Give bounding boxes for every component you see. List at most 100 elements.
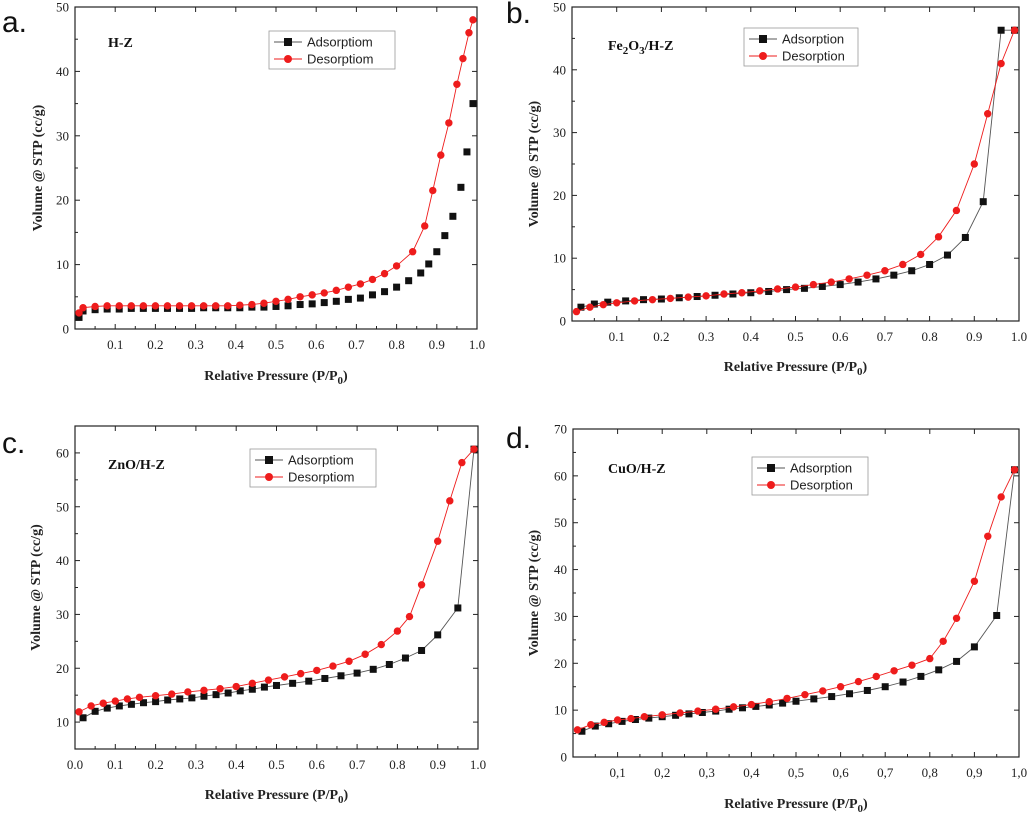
data-point bbox=[260, 299, 268, 307]
data-point bbox=[392, 262, 401, 270]
data-point bbox=[828, 693, 836, 701]
y-tick-label: 0 bbox=[560, 314, 567, 329]
data-point bbox=[79, 304, 87, 312]
data-point bbox=[272, 302, 280, 310]
data-point bbox=[809, 280, 818, 289]
data-point bbox=[846, 690, 854, 698]
x-tick-label: 0.9 bbox=[429, 337, 445, 352]
y-tick-label: 10 bbox=[56, 715, 69, 730]
x-tick-label: 0,9 bbox=[966, 765, 982, 780]
data-point bbox=[99, 699, 107, 707]
data-point bbox=[320, 299, 328, 307]
legend: Adsorptiom Desorptiom bbox=[249, 448, 377, 488]
data-point bbox=[152, 698, 160, 706]
x-tick-label: 0.4 bbox=[228, 337, 245, 352]
data-point bbox=[997, 493, 1005, 501]
chart-panel-3: c. 0.0 0.1 0.2 0.3 0.4 0.5 0.6 0.7 0.8 0.9 1.0 10 20 3… bbox=[2, 425, 486, 806]
data-point bbox=[344, 283, 353, 291]
y-tick-label: 20 bbox=[56, 661, 69, 676]
data-point bbox=[622, 297, 630, 305]
data-point bbox=[694, 707, 702, 715]
data-point bbox=[168, 690, 176, 698]
x-tick-label: 0.5 bbox=[787, 329, 803, 344]
data-point bbox=[454, 604, 462, 612]
data-point bbox=[627, 714, 635, 723]
data-point bbox=[445, 119, 453, 127]
data-point bbox=[738, 704, 746, 712]
x-tick-label: 0.5 bbox=[268, 757, 284, 772]
data-point bbox=[434, 631, 442, 639]
data-point bbox=[725, 705, 733, 713]
data-point bbox=[890, 271, 898, 279]
data-point bbox=[702, 292, 710, 300]
data-point bbox=[685, 710, 693, 718]
sample-label: H-Z bbox=[108, 36, 133, 51]
data-point bbox=[810, 695, 818, 703]
data-point bbox=[939, 637, 947, 645]
legend-marker bbox=[284, 38, 292, 46]
y-tick-label: 50 bbox=[553, 0, 566, 15]
legend-label: Adsorptiom bbox=[307, 35, 373, 50]
data-point bbox=[604, 298, 612, 306]
data-point bbox=[818, 282, 826, 290]
data-point bbox=[87, 702, 95, 710]
series-line bbox=[581, 469, 1015, 732]
data-point bbox=[578, 727, 586, 735]
y-tick-label: 0 bbox=[63, 322, 70, 337]
data-point bbox=[248, 679, 257, 688]
data-point bbox=[935, 666, 943, 674]
data-point bbox=[429, 186, 437, 195]
legend-marker bbox=[759, 52, 767, 60]
data-point bbox=[405, 277, 413, 285]
data-point bbox=[899, 678, 907, 686]
x-tick-label: 0,2 bbox=[654, 765, 670, 780]
x-tick-label: 0,6 bbox=[832, 765, 849, 780]
data-point bbox=[573, 726, 582, 734]
legend-marker bbox=[284, 55, 292, 63]
data-point bbox=[800, 284, 808, 292]
data-point bbox=[586, 303, 594, 311]
y-tick-label: 20 bbox=[56, 193, 69, 208]
data-point bbox=[187, 302, 196, 310]
sample-label: Fe2O3/H-Z bbox=[608, 39, 673, 57]
data-point bbox=[984, 110, 992, 118]
chart-panel-1: a. 0.1 0.2 0.3 0.4 0.5 0.6 0.7 0.8 0.9 1.0 0 10 20 30 4… bbox=[2, 0, 485, 387]
data-point bbox=[854, 677, 863, 686]
y-tick-label: 50 bbox=[56, 499, 69, 514]
data-point bbox=[666, 294, 675, 303]
data-point bbox=[260, 683, 268, 691]
y-axis-title: Volume @ STP (cc/g) bbox=[31, 104, 46, 231]
data-point bbox=[712, 705, 720, 713]
y-tick-label: 40 bbox=[56, 64, 69, 79]
series-desorptiom bbox=[75, 16, 477, 317]
data-point bbox=[418, 646, 426, 654]
data-point bbox=[248, 685, 256, 693]
data-point bbox=[212, 302, 220, 310]
x-tick-label: 0.3 bbox=[187, 337, 203, 352]
panel-letter: c. bbox=[2, 427, 25, 460]
x-axis-title: Relative Pressure (P/P0) bbox=[724, 360, 868, 378]
x-tick-label: 0,7 bbox=[877, 765, 894, 780]
x-tick-label: 0.6 bbox=[832, 329, 849, 344]
x-tick-label: 0.0 bbox=[67, 757, 83, 772]
x-tick-label: 0.5 bbox=[268, 337, 284, 352]
y-axis-title: Volume @ STP (cc/g) bbox=[527, 529, 542, 656]
x-tick-label: 0.9 bbox=[966, 329, 982, 344]
data-point bbox=[801, 690, 809, 699]
y-tick-label: 30 bbox=[553, 125, 566, 140]
data-point bbox=[127, 302, 135, 310]
data-point bbox=[997, 59, 1005, 68]
data-point bbox=[926, 260, 934, 268]
x-tick-label: 0.4 bbox=[743, 329, 760, 344]
data-point bbox=[296, 669, 305, 678]
x-tick-label: 1,0 bbox=[1011, 765, 1027, 780]
data-point bbox=[353, 669, 361, 677]
x-tick-label: 0.2 bbox=[147, 337, 163, 352]
data-point bbox=[738, 289, 746, 297]
data-point bbox=[590, 300, 598, 308]
x-tick-label: 1.0 bbox=[470, 757, 486, 772]
data-point bbox=[433, 248, 441, 256]
data-point bbox=[819, 687, 827, 695]
data-point bbox=[684, 293, 692, 301]
x-axis-title: Relative Pressure (P/P0) bbox=[724, 797, 868, 815]
